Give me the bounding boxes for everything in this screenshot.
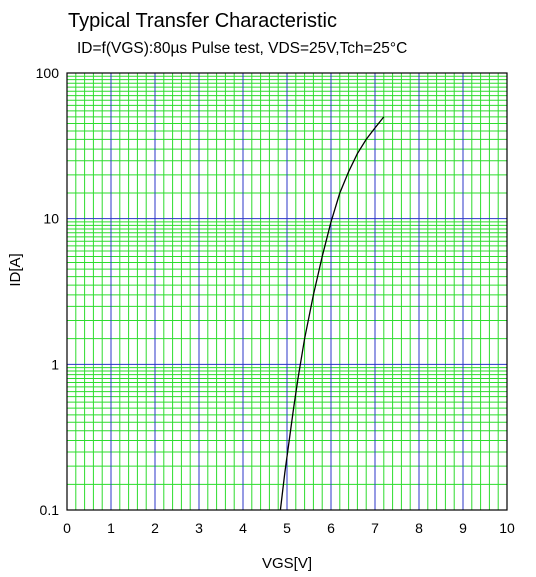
x-tick-label: 10 [499, 520, 515, 536]
x-tick-label: 0 [63, 520, 71, 536]
x-tick-label: 4 [239, 520, 247, 536]
y-tick-label: 0.1 [40, 502, 60, 518]
x-tick-label: 2 [151, 520, 159, 536]
x-tick-label: 1 [107, 520, 115, 536]
x-tick-label: 7 [371, 520, 379, 536]
y-tick-label: 1 [51, 356, 59, 372]
major-grid [66, 73, 508, 511]
chart-subtitle: ID=f(VGS):80µs Pulse test, VDS=25V,Tch=2… [77, 40, 407, 57]
x-tick-label: 8 [415, 520, 423, 536]
plot-series [279, 116, 385, 511]
x-axis-label: VGS[V] [262, 555, 312, 572]
x-tick-label: 9 [459, 520, 467, 536]
y-axis-tick-labels: 0.1 1 10 100 [36, 65, 60, 518]
y-tick-label: 100 [36, 65, 60, 81]
y-axis-label: ID[A] [7, 253, 24, 286]
x-tick-label: 5 [283, 520, 291, 536]
plot-frame [66, 72, 508, 511]
y-tick-label: 10 [43, 211, 59, 227]
x-tick-label: 3 [195, 520, 203, 536]
chart-title: Typical Transfer Characteristic [68, 10, 337, 32]
x-axis-tick-labels: 0 1 2 3 4 5 6 7 8 9 10 [63, 520, 515, 536]
transfer-curve [279, 116, 385, 511]
x-tick-label: 6 [327, 520, 335, 536]
